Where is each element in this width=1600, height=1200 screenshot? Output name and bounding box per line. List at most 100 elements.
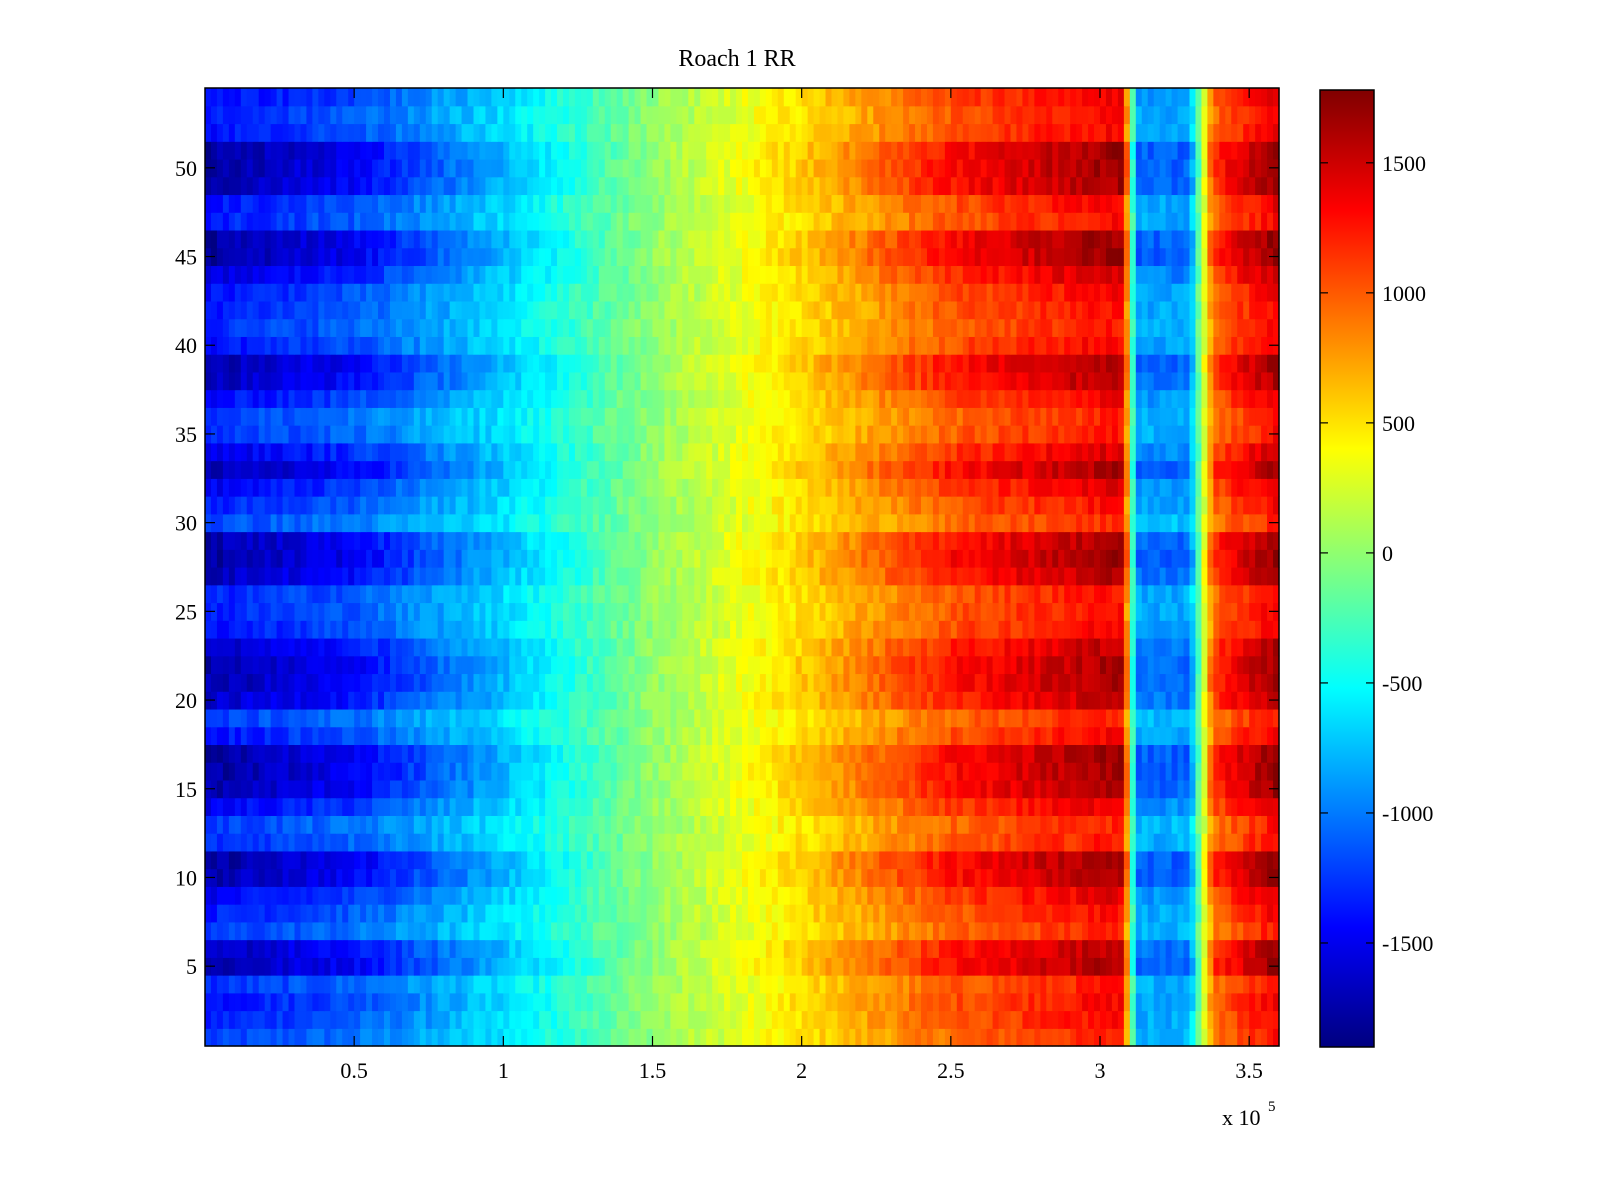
heatmap-cell <box>1141 637 1149 657</box>
heatmap-cell <box>1243 1010 1250 1029</box>
heatmap-cell <box>873 762 880 781</box>
heatmap-cell <box>915 975 922 994</box>
heatmap-cell <box>968 637 976 657</box>
heatmap-cell <box>449 886 457 905</box>
heatmap-cell <box>986 975 994 994</box>
heatmap-cell <box>551 779 558 799</box>
heatmap-cell <box>1028 567 1035 586</box>
heatmap-cell <box>843 833 850 852</box>
heatmap-cell <box>342 584 349 604</box>
heatmap-cell <box>926 850 934 870</box>
heatmap-cell <box>1219 779 1226 799</box>
heatmap-cell <box>449 1010 457 1029</box>
heatmap-cell <box>1237 584 1244 604</box>
heatmap-cell <box>234 637 242 657</box>
heatmap-cell <box>664 957 671 976</box>
heatmap-cell <box>1231 815 1238 834</box>
heatmap-cell <box>598 921 606 941</box>
heatmap-cell <box>664 744 671 763</box>
heatmap-cell <box>437 1028 445 1047</box>
heatmap-cell <box>473 691 481 710</box>
heatmap-cell <box>1237 815 1244 834</box>
heatmap-cell <box>366 779 373 799</box>
heatmap-cell <box>700 992 707 1012</box>
heatmap-cell <box>372 744 379 763</box>
heatmap-cell <box>1159 833 1167 852</box>
heatmap-cell <box>586 637 594 657</box>
heatmap-cell <box>1261 673 1268 692</box>
heatmap-cell <box>437 673 445 692</box>
heatmap-cell <box>1135 957 1143 976</box>
heatmap-cell <box>222 886 230 905</box>
heatmap-cell <box>384 975 391 994</box>
heatmap-cell <box>610 886 618 905</box>
heatmap-cell <box>336 655 343 675</box>
heatmap-cell <box>879 850 886 870</box>
heatmap-cell <box>491 904 498 923</box>
heatmap-cell <box>968 833 976 852</box>
heatmap-cell <box>819 708 827 728</box>
heatmap-cell <box>944 797 952 816</box>
heatmap-cell <box>455 567 463 586</box>
heatmap-cell <box>384 868 391 887</box>
heatmap-cell <box>1010 762 1018 781</box>
heatmap-cell <box>700 567 707 586</box>
heatmap-cell <box>449 797 457 816</box>
heatmap-cell <box>747 620 755 639</box>
heatmap-cell <box>324 549 331 568</box>
heatmap-cell <box>568 939 576 958</box>
heatmap-cell <box>1088 708 1095 728</box>
heatmap-cell <box>783 815 791 834</box>
heatmap-cell <box>557 620 564 639</box>
heatmap-cell <box>1004 833 1012 852</box>
heatmap-cell <box>222 744 230 763</box>
heatmap-cell <box>1082 886 1089 905</box>
heatmap-cell <box>1219 921 1226 941</box>
heatmap-cell <box>616 886 624 905</box>
heatmap-cell <box>1255 850 1262 870</box>
heatmap-cell <box>461 637 469 657</box>
heatmap-cell <box>652 708 660 728</box>
heatmap-cell <box>724 779 731 799</box>
heatmap-cell <box>992 992 1000 1012</box>
heatmap-cell <box>1177 779 1185 799</box>
heatmap-cell <box>1207 726 1214 746</box>
heatmap-cell <box>652 620 660 639</box>
heatmap-cell <box>1094 1010 1101 1029</box>
heatmap-cell <box>903 833 910 852</box>
heatmap-cell <box>664 726 671 746</box>
heatmap-cell <box>449 868 457 887</box>
heatmap-cell <box>706 584 713 604</box>
heatmap-cell <box>783 833 791 852</box>
heatmap-cell <box>938 921 946 941</box>
heatmap-cell <box>521 744 528 763</box>
heatmap-cell <box>342 815 349 834</box>
heatmap-cell <box>891 602 898 621</box>
heatmap-cell <box>1255 637 1262 657</box>
heatmap-cell <box>497 815 504 834</box>
heatmap-cell <box>765 921 773 941</box>
heatmap-cell <box>515 762 522 781</box>
heatmap-cell <box>1261 886 1268 905</box>
heatmap-cell <box>413 904 421 923</box>
heatmap-cell <box>885 921 892 941</box>
heatmap-cell <box>694 673 701 692</box>
heatmap-cell <box>592 1028 600 1047</box>
heatmap-cell <box>342 886 349 905</box>
heatmap-cell <box>765 939 773 958</box>
heatmap-cell <box>879 744 886 763</box>
heatmap-cell <box>986 549 994 568</box>
heatmap-cell <box>527 637 534 657</box>
heatmap-cell <box>718 637 725 657</box>
heatmap-cell <box>360 637 367 657</box>
heatmap-cell <box>533 691 540 710</box>
heatmap-cell <box>276 655 284 675</box>
heatmap-cell <box>521 1010 528 1029</box>
heatmap-cell <box>682 975 689 994</box>
heatmap-cell <box>222 1028 230 1047</box>
heatmap-cell <box>843 549 850 568</box>
heatmap-cell <box>658 1010 666 1029</box>
heatmap-cell <box>998 1028 1006 1047</box>
heatmap-cell <box>1105 779 1113 799</box>
heatmap-cell <box>861 992 868 1012</box>
